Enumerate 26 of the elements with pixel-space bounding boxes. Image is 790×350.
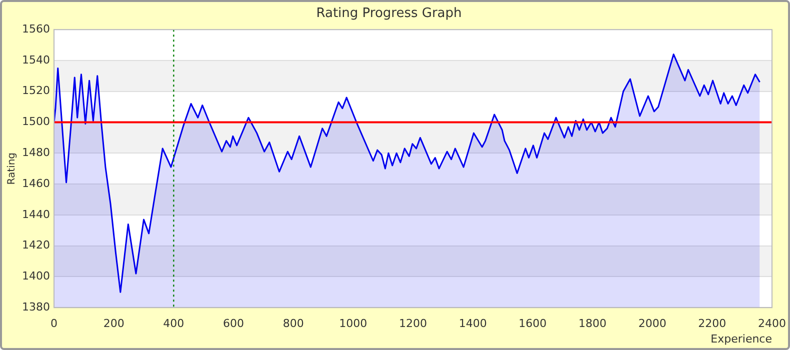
x-tick-label: 800 — [282, 317, 304, 330]
x-tick-label: 600 — [222, 317, 244, 330]
x-tick-label: 200 — [103, 317, 124, 330]
y-tick-label: 1480 — [22, 146, 50, 160]
x-tick-label: 1600 — [518, 317, 547, 330]
x-tick-label: 400 — [163, 317, 184, 330]
y-tick-label: 1460 — [22, 176, 50, 190]
x-tick-label: 1000 — [339, 317, 368, 330]
y-tick-label: 1500 — [22, 115, 50, 128]
y-tick-label: 1420 — [22, 238, 50, 252]
x-tick-label: 1800 — [578, 317, 606, 330]
y-axis-title: Rating — [6, 152, 18, 185]
x-axis-title: Experience — [710, 332, 772, 346]
x-tick-label: 1400 — [458, 317, 487, 330]
y-tick-label: 1380 — [22, 300, 50, 314]
y-tick-label: 1400 — [22, 270, 50, 283]
x-tick-label: 2200 — [698, 317, 726, 330]
y-tick-label: 1540 — [22, 53, 50, 66]
y-tick-label: 1520 — [22, 84, 50, 98]
y-tick-label: 1560 — [22, 22, 50, 36]
x-tick-label: 1200 — [398, 317, 427, 330]
chart-title: Rating Progress Graph — [316, 6, 462, 22]
x-tick-label: 0 — [50, 317, 58, 330]
x-tick-label: 2000 — [638, 317, 666, 330]
x-tick-label: 2400 — [758, 317, 786, 330]
y-tick-label: 1440 — [22, 208, 50, 221]
